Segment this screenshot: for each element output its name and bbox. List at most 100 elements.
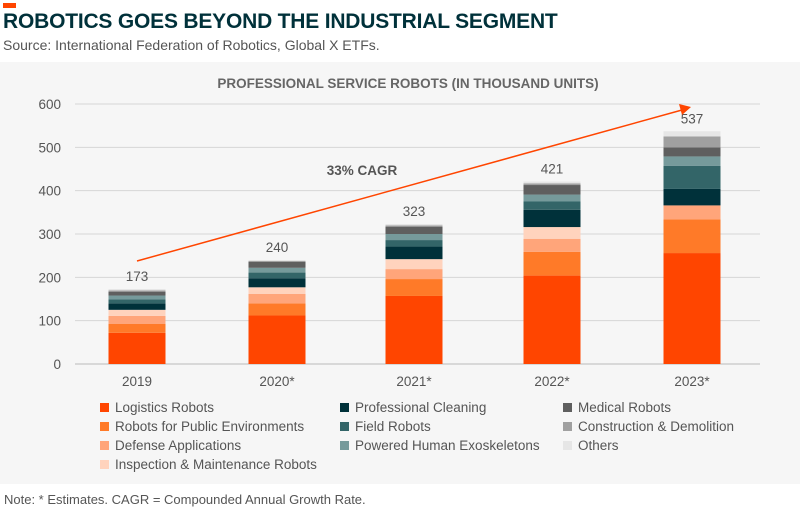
bar-segment-professional-cleaning	[663, 188, 721, 206]
legend-swatch	[563, 422, 572, 431]
legend-label: Defense Applications	[115, 438, 242, 453]
bar-segment-field-robots	[385, 240, 443, 247]
accent-bar	[3, 3, 16, 8]
bar-segment-medical-robots	[385, 226, 443, 234]
legend-label: Construction & Demolition	[578, 419, 735, 434]
legend-label: Powered Human Exoskeletons	[355, 438, 540, 453]
bar-segment-defense-applications	[663, 205, 721, 220]
total-label: 240	[266, 240, 289, 255]
legend-label: Medical Robots	[578, 400, 672, 415]
bar-segment-powered-human-exoskeletons	[248, 267, 306, 273]
legend-label: Field Robots	[355, 419, 431, 434]
legend-swatch	[340, 403, 349, 412]
bar-segment-construction-demolition	[108, 290, 166, 292]
total-label: 323	[403, 204, 426, 219]
footnote: Note: * Estimates. CAGR = Compounded Ann…	[4, 492, 366, 507]
y-tick-label: 500	[38, 140, 61, 155]
bar-segment-others	[663, 131, 721, 137]
legend-swatch	[563, 403, 572, 412]
bar-segment-logistics-robots	[248, 315, 306, 364]
total-label: 421	[541, 162, 564, 177]
bar-segment-field-robots	[663, 165, 721, 189]
bar-segment-logistics-robots	[663, 253, 721, 364]
legend-item: Others	[563, 437, 783, 454]
legend-swatch	[100, 460, 109, 469]
legend-item: Inspection & Maintenance Robots	[100, 456, 340, 473]
bar-segment-others	[108, 289, 166, 291]
legend-item: Defense Applications	[100, 437, 340, 454]
bar-segment-powered-human-exoskeletons	[663, 156, 721, 166]
bar-segment-defense-applications	[248, 293, 306, 304]
bar-segment-professional-cleaning	[523, 209, 581, 228]
bar-segment-powered-human-exoskeletons	[385, 234, 443, 241]
bar-segment-professional-cleaning	[385, 246, 443, 260]
y-tick-label: 600	[38, 97, 61, 112]
bar-segment-logistics-robots	[385, 295, 443, 364]
legend-item: Robots for Public Environments	[100, 418, 340, 435]
bar-segment-others	[248, 260, 306, 261]
bar-segment-powered-human-exoskeletons	[108, 295, 166, 300]
bar-segment-defense-applications	[385, 269, 443, 280]
legend-swatch	[340, 422, 349, 431]
total-label: 173	[126, 269, 149, 284]
bar-segment-inspection-maintenance-robots	[108, 309, 166, 316]
legend-swatch	[100, 441, 109, 450]
bar-segment-inspection-maintenance-robots	[248, 287, 306, 294]
x-tick-label: 2023*	[674, 374, 710, 389]
x-tick-label: 2019	[122, 374, 152, 389]
x-tick-label: 2020*	[259, 374, 295, 389]
y-tick-label: 200	[38, 270, 61, 285]
legend-swatch	[340, 441, 349, 450]
legend-label: Professional Cleaning	[355, 400, 487, 415]
y-tick-label: 100	[38, 314, 61, 329]
legend-item: Field Robots	[340, 418, 563, 435]
legend-swatch	[100, 422, 109, 431]
legend-item: Logistics Robots	[100, 399, 340, 416]
bar-segment-inspection-maintenance-robots	[523, 227, 581, 239]
legend-label: Others	[578, 438, 619, 453]
bar-segment-robots-for-public-environments	[248, 303, 306, 316]
bar-segment-medical-robots	[108, 291, 166, 296]
total-label: 537	[681, 111, 704, 126]
legend-label: Logistics Robots	[115, 400, 215, 415]
bar-segment-defense-applications	[523, 238, 581, 252]
legend-item: Medical Robots	[563, 399, 783, 416]
y-tick-label: 300	[38, 227, 61, 242]
bar-segment-robots-for-public-environments	[523, 251, 581, 276]
legend-swatch	[563, 441, 572, 450]
page-title: ROBOTICS GOES BEYOND THE INDUSTRIAL SEGM…	[3, 10, 558, 33]
legend-label: Robots for Public Environments	[115, 419, 305, 434]
bar-segment-logistics-robots	[523, 275, 581, 364]
bar-segment-construction-demolition	[523, 183, 581, 186]
bar-segment-construction-demolition	[385, 225, 443, 227]
legend: Logistics Robots Professional Cleaning Med…	[100, 399, 790, 473]
bar-segment-field-robots	[108, 299, 166, 304]
bar-segment-medical-robots	[248, 261, 306, 268]
chart-title: PROFESSIONAL SERVICE ROBOTS (IN THOUSAND…	[217, 76, 598, 91]
y-tick-label: 0	[53, 357, 61, 372]
bar-segment-professional-cleaning	[108, 303, 166, 310]
bar-segment-robots-for-public-environments	[663, 219, 721, 254]
bar-segment-professional-cleaning	[248, 278, 306, 288]
source-text: Source: International Federation of Robo…	[3, 37, 380, 53]
bar-segment-robots-for-public-environments	[385, 279, 443, 296]
bar-segment-construction-demolition	[663, 136, 721, 148]
x-tick-label: 2022*	[534, 374, 570, 389]
bar-segment-logistics-robots	[108, 332, 166, 364]
bar-segment-medical-robots	[663, 147, 721, 157]
bar-segment-inspection-maintenance-robots	[385, 259, 443, 270]
bar-segment-robots-for-public-environments	[108, 323, 166, 333]
legend-swatch	[100, 403, 109, 412]
bar-segment-field-robots	[523, 201, 581, 210]
cagr-arrow	[136, 104, 691, 262]
x-tick-label: 2021*	[396, 374, 432, 389]
bar-segment-others	[385, 224, 443, 226]
y-tick-label: 400	[38, 184, 61, 199]
bar-segment-defense-applications	[108, 315, 166, 324]
legend-label: Inspection & Maintenance Robots	[115, 457, 317, 472]
bar-segment-medical-robots	[523, 185, 581, 195]
bar-segment-construction-demolition	[248, 260, 306, 262]
legend-item: Professional Cleaning	[340, 399, 563, 416]
bar-segment-powered-human-exoskeletons	[523, 194, 581, 202]
